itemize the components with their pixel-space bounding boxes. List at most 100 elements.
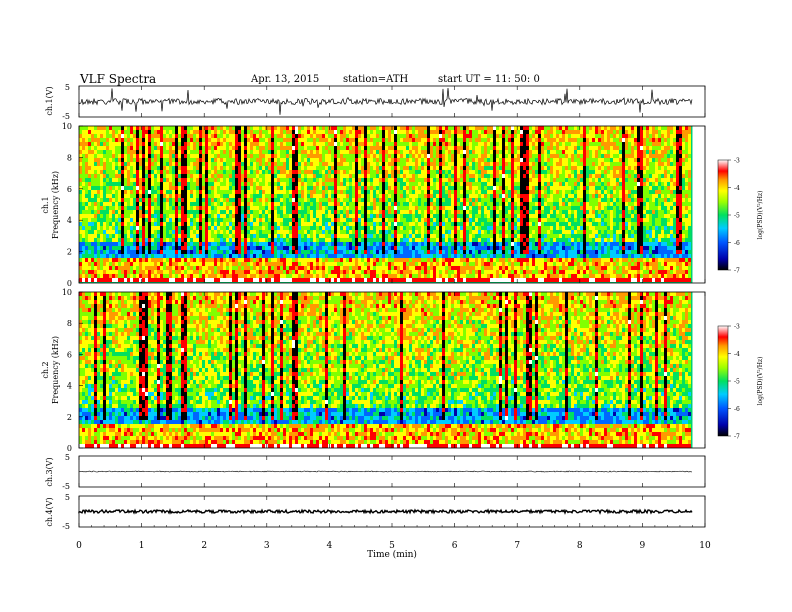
spectrogram-cell	[349, 202, 352, 206]
spectrogram-cell	[280, 130, 283, 134]
spectrogram-cell	[265, 230, 268, 234]
spectrogram-cell	[121, 178, 124, 182]
spectrogram-cell	[271, 258, 274, 262]
spectrogram-cell	[217, 154, 220, 158]
spectrogram-cell	[298, 154, 301, 158]
spectrogram-cell	[307, 166, 310, 170]
spectrogram-cell	[265, 254, 268, 258]
spectrogram-cell	[115, 266, 118, 270]
spectrogram-cell	[139, 278, 142, 282]
spectrogram-cell	[112, 238, 115, 242]
spectrogram-cell	[202, 242, 205, 246]
spectrogram-cell	[82, 206, 85, 210]
spectrogram-cell	[322, 230, 325, 234]
spectrogram-cell	[112, 270, 115, 274]
spectrogram-cell	[295, 186, 298, 190]
spectrogram-cell	[406, 150, 409, 154]
spectrogram-cell	[313, 130, 316, 134]
spectrogram-cell	[295, 250, 298, 254]
spectrogram-cell	[349, 142, 352, 146]
spectrogram-cell	[289, 238, 292, 242]
spectrogram-cell	[106, 134, 109, 138]
spectrogram-cell	[199, 198, 202, 202]
spectrogram-cell	[214, 166, 217, 170]
spectrogram-cell	[346, 130, 349, 134]
spectrogram-cell	[394, 182, 397, 186]
spectrogram-cell	[202, 142, 205, 146]
spectrogram-cell	[196, 238, 199, 242]
spectrogram-cell	[112, 234, 115, 238]
spectrogram-cell	[436, 166, 439, 170]
spectrogram-cell	[430, 230, 433, 234]
spectrogram-cell	[184, 142, 187, 146]
spectrogram-cell	[220, 266, 223, 270]
spectrogram-cell	[274, 202, 277, 206]
spectrogram-cell	[283, 126, 286, 130]
spectrogram-cell	[82, 138, 85, 142]
spectrogram-cell	[310, 158, 313, 162]
spectrogram-cell	[295, 182, 298, 186]
spectrogram-cell	[427, 142, 430, 146]
spectrogram-cell	[154, 134, 157, 138]
spectrogram-cell	[202, 130, 205, 134]
spectrogram-cell	[433, 214, 436, 218]
spectrogram-cell	[109, 170, 112, 174]
spectrogram-cell	[238, 254, 241, 258]
spectrogram-cell	[220, 222, 223, 226]
spectrogram-cell	[187, 218, 190, 222]
spectrogram-cell	[421, 138, 424, 142]
spectrogram-cell	[208, 266, 211, 270]
spectrogram-cell	[283, 226, 286, 230]
spectrogram-cell	[451, 126, 454, 130]
spectrogram-cell	[250, 146, 253, 150]
spectrogram-cell	[241, 278, 244, 282]
spectrogram-cell	[106, 198, 109, 202]
spectrogram-cell	[337, 214, 340, 218]
spectrogram-cell	[250, 222, 253, 226]
spectrogram-cell	[415, 158, 418, 162]
spectrogram-cell	[103, 214, 106, 218]
spectrogram-cell	[460, 250, 463, 254]
spectrogram-cell	[454, 134, 457, 138]
spectrogram-cell	[160, 134, 163, 138]
spectrogram-cell	[430, 258, 433, 262]
spectrogram-cell	[223, 218, 226, 222]
spectrogram-cell	[127, 174, 130, 178]
spectrogram-cell	[238, 230, 241, 234]
spectrogram-cell	[127, 182, 130, 186]
spectrogram-cell	[316, 246, 319, 250]
spectrogram-cell	[325, 262, 328, 266]
spectrogram-cell	[391, 146, 394, 150]
spectrogram-cell	[193, 234, 196, 238]
spectrogram-cell	[319, 218, 322, 222]
spectrogram-cell	[196, 270, 199, 274]
spectrogram-cell	[397, 142, 400, 146]
spectrogram-cell	[313, 198, 316, 202]
spectrogram-cell	[451, 266, 454, 270]
spectrogram-cell	[88, 270, 91, 274]
spectrogram-cell	[172, 226, 175, 230]
spectrogram-cell	[313, 278, 316, 282]
spectrogram-cell	[418, 254, 421, 258]
spectrogram-cell	[91, 130, 94, 134]
spectrogram-cell	[394, 230, 397, 234]
spectrogram-cell	[112, 130, 115, 134]
spectrogram-cell	[208, 278, 211, 282]
spectrogram-cell	[274, 218, 277, 222]
spectrogram-cell	[226, 242, 229, 246]
spectrogram-cell	[175, 210, 178, 214]
spectrogram-cell	[262, 222, 265, 226]
spectrogram-cell	[244, 130, 247, 134]
spectrogram-cell	[145, 190, 148, 194]
spectrogram-cell	[355, 142, 358, 146]
spectrogram-cell	[208, 222, 211, 226]
spectrogram-cell	[229, 234, 232, 238]
spectrogram-cell	[337, 186, 340, 190]
spectrogram-cell	[205, 262, 208, 266]
spectrogram-cell	[421, 274, 424, 278]
spectrogram-cell	[85, 138, 88, 142]
spectrogram-cell	[103, 246, 106, 250]
spectrogram-cell	[139, 202, 142, 206]
spectrogram-cell	[115, 210, 118, 214]
spectrogram-cell	[352, 198, 355, 202]
